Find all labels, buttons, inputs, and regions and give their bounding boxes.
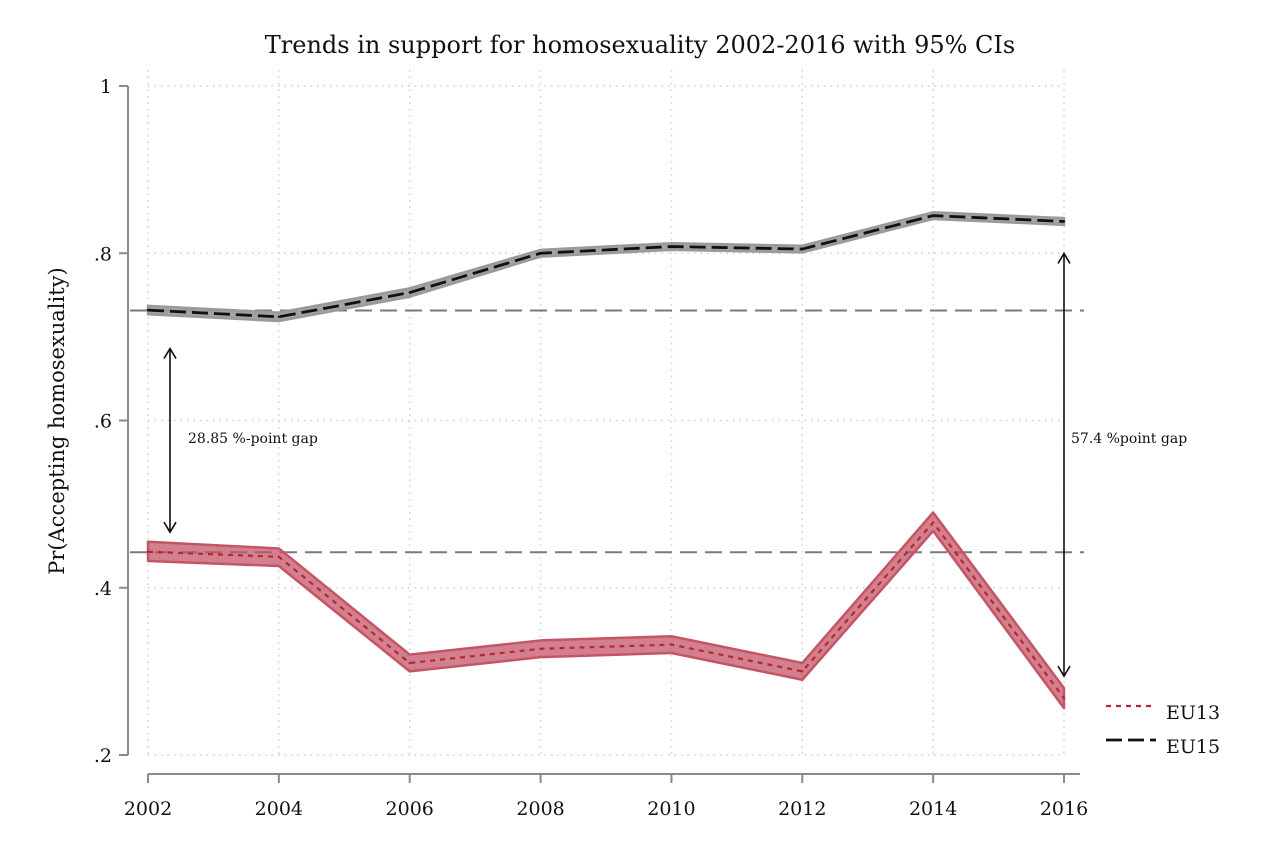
gap-arrow-head-top-1	[1057, 251, 1071, 264]
confidence-bands	[146, 211, 1066, 710]
y-tick-label-0: .2	[94, 745, 112, 767]
gap-arrow-head-bottom-0	[163, 521, 177, 534]
x-tick-label-4: 2010	[647, 798, 695, 820]
gap-annotations: 28.85 %-point gap 57.4 %point gap	[163, 251, 1187, 678]
x-tick-label-5: 2012	[778, 798, 826, 820]
x-tick-label-6: 2014	[909, 798, 957, 820]
data-point-EU13-4	[670, 643, 673, 646]
data-point-EU13-6	[931, 521, 935, 524]
x-tick-label-7: 2016	[1040, 798, 1088, 820]
series-line-EU15	[147, 214, 1065, 319]
y-tick-label-2: .6	[94, 411, 112, 433]
gap-annotation-label-1: 57.4 %point gap	[1071, 431, 1187, 447]
data-point-EU13-3	[539, 647, 542, 650]
series-line-EU13	[147, 521, 1065, 699]
gap-annotation-label-0: 28.85 %-point gap	[188, 431, 318, 447]
data-point-EU15-6	[931, 214, 935, 217]
data-point-EU15-0	[146, 308, 150, 312]
y-tick-label-3: .8	[94, 243, 112, 265]
legend-label-EU15: EU15	[1166, 736, 1220, 758]
data-point-EU13-7	[1062, 696, 1066, 700]
data-point-EU15-2	[408, 291, 411, 294]
data-point-EU13-0	[146, 550, 150, 553]
data-point-EU15-4	[670, 245, 673, 248]
data-point-EU13-2	[408, 661, 411, 665]
y-tick-label-1: .4	[94, 578, 112, 600]
ci-band-EU13	[146, 511, 1066, 710]
gap-arrow-head-bottom-1	[1057, 665, 1071, 678]
legend-label-EU13: EU13	[1166, 702, 1220, 724]
x-tick-label-3: 2008	[516, 798, 564, 820]
gap-arrow-head-top-0	[163, 346, 177, 359]
data-point-EU15-7	[1062, 220, 1066, 223]
y-axis-label: Pr(Accepting homosexuality)	[45, 267, 69, 574]
x-tick-label-1: 2004	[255, 798, 303, 820]
chart-title: Trends in support for homosexuality 2002…	[265, 31, 1015, 59]
legend: EU13 EU15	[1106, 702, 1220, 758]
y-tick-label-4: 1	[100, 76, 112, 98]
data-point-EU13-1	[277, 555, 281, 559]
data-point-EU15-1	[277, 315, 281, 319]
series-lines	[146, 214, 1066, 700]
x-tick-label-2: 2006	[386, 798, 434, 820]
data-point-EU15-5	[801, 247, 804, 251]
axes: .2 .4 .6 .8 1 2002 2004 2006 2008 2010 2012 2014 201…	[94, 76, 1088, 820]
data-point-EU15-3	[539, 252, 542, 255]
x-tick-label-0: 2002	[124, 798, 172, 820]
ci-band-EU15	[146, 211, 1066, 323]
data-point-EU13-5	[801, 670, 804, 673]
